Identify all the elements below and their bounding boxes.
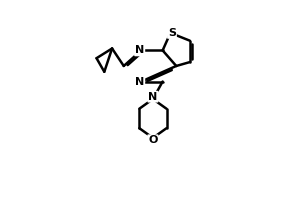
Text: N: N bbox=[135, 77, 144, 87]
Text: S: S bbox=[168, 28, 176, 38]
Text: N: N bbox=[135, 45, 144, 55]
Text: N: N bbox=[148, 92, 158, 102]
Text: O: O bbox=[148, 135, 158, 145]
